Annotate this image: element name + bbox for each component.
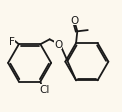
Text: F: F [9,36,15,46]
Text: Cl: Cl [39,84,49,94]
Text: O: O [54,39,62,49]
Text: O: O [71,16,79,26]
